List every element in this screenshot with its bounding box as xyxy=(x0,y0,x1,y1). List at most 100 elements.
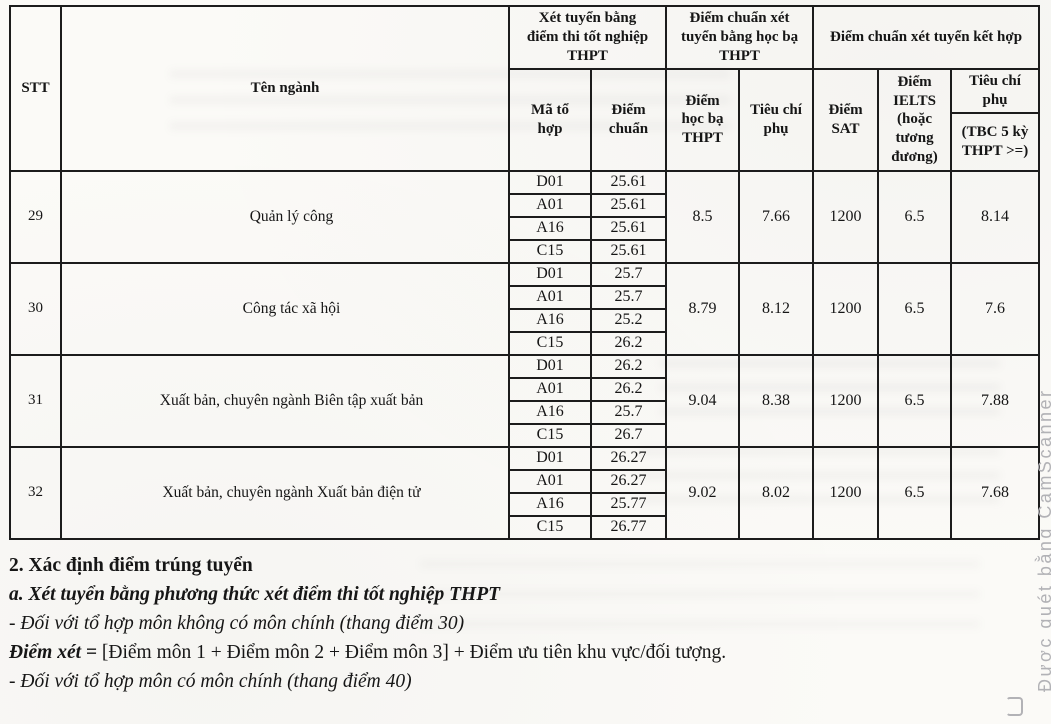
combo-code-cell: C15 xyxy=(508,330,592,356)
combo-code-cell: A16 xyxy=(508,399,592,425)
header-sub-row: Mã tổ hợp Điểm chuẩn Điểm học bạ THPT Ti… xyxy=(10,68,1041,172)
combo-sub-row: A16 25.7 xyxy=(10,399,1039,425)
notes-method-a: a. Xét tuyển bằng phương thức xét điểm t… xyxy=(9,583,501,605)
table-row: 32 Xuất bản, chuyên ngành Xuất bản điện … xyxy=(9,445,1041,540)
notes-section: 2. Xác định điểm trúng tuyển a. Xét tuyể… xyxy=(9,555,1009,692)
tbc-score-cell: 7.6 xyxy=(950,261,1041,356)
sat-score-cell: 1200 xyxy=(812,445,880,540)
stt-cell: 31 xyxy=(9,353,62,448)
major-name-cell: Xuất bản, chuyên ngành Biên tập xuất bản xyxy=(60,353,510,448)
tbc-score-cell: 7.68 xyxy=(950,445,1041,540)
header-ma-to-hop: Mã tổ hợp xyxy=(508,68,592,172)
combo-score-cell: 25.61 xyxy=(589,192,668,218)
hocba-score-cell: 8.5 xyxy=(665,169,741,264)
header-group-thpt: Xét tuyển bằng điểm thi tốt nghiệp THPT xyxy=(507,5,668,70)
combo-code-cell: C15 xyxy=(508,238,592,264)
combo-sub-row: A16 25.61 xyxy=(10,215,1039,241)
tbc-score-cell: 7.88 xyxy=(950,353,1041,448)
combo-sub-row: C15 26.7 xyxy=(10,422,1039,448)
sat-score-cell: 1200 xyxy=(812,169,880,264)
ielts-score-cell: 6.5 xyxy=(877,353,953,448)
tieuchi-score-cell: 8.02 xyxy=(738,445,815,540)
combo-score-cell: 26.77 xyxy=(589,514,668,540)
major-name-cell: Công tác xã hội xyxy=(60,261,510,356)
combo-score-cell: 26.27 xyxy=(589,445,668,471)
combo-code-cell: A16 xyxy=(508,307,592,333)
sat-score-cell: 1200 xyxy=(812,261,880,356)
header-stt: STT xyxy=(9,5,62,172)
combo-score-cell: 25.61 xyxy=(589,238,668,264)
table-row: 30 Công tác xã hội D01 25.7 8.79 8.12 12… xyxy=(9,261,1041,356)
combo-code-cell: D01 xyxy=(508,445,592,471)
formula-body: [Điểm môn 1 + Điểm môn 2 + Điểm môn 3] +… xyxy=(97,641,727,663)
tieuchi-score-cell: 8.12 xyxy=(738,261,815,356)
combo-code-cell: A01 xyxy=(508,284,592,310)
hocba-score-cell: 9.04 xyxy=(665,353,741,448)
notes-formula: Điểm xét = [Điểm môn 1 + Điểm môn 2 + Đi… xyxy=(9,641,1009,663)
notes-bullet-thang40: - Đối với tổ hợp môn có môn chính (thang… xyxy=(9,670,412,692)
combo-code-cell: A01 xyxy=(508,468,592,494)
combo-sub-row: A16 25.77 xyxy=(10,491,1039,517)
table-body: 29 Quản lý công D01 25.61 8.5 7.66 1200 … xyxy=(9,169,1041,540)
combo-score-cell: 25.7 xyxy=(589,261,668,287)
header-group-row: STT Tên ngành Xét tuyển bằng điểm thi tố… xyxy=(9,5,1041,172)
combo-score-cell: 26.7 xyxy=(589,422,668,448)
combo-sub-row: C15 25.61 xyxy=(10,238,1039,264)
header-tieu-chi-phu-kethop: Tiêu chí phụ xyxy=(950,68,1041,114)
camscanner-logo-icon xyxy=(1006,697,1023,716)
combo-score-cell: 25.7 xyxy=(589,399,668,425)
hocba-score-cell: 8.79 xyxy=(665,261,741,356)
combo-sub-row: A01 25.7 xyxy=(10,284,1039,310)
combo-score-cell: 25.61 xyxy=(589,215,668,241)
header-tbc-5ky: (TBC 5 kỳ THPT >=) xyxy=(950,111,1041,172)
combo-code-cell: A16 xyxy=(508,215,592,241)
sat-score-cell: 1200 xyxy=(812,353,880,448)
header-diem-ielts: Điểm IELTS (hoặc tương đương) xyxy=(877,68,953,172)
header-tieu-chi-phu-hocba: Tiêu chí phụ xyxy=(738,68,815,172)
combo-sub-row: A16 25.2 xyxy=(10,307,1039,333)
combo-sub-row: A01 25.61 xyxy=(10,192,1039,218)
ielts-score-cell: 6.5 xyxy=(877,261,953,356)
header-ten-nganh: Tên ngành xyxy=(60,5,510,172)
combo-code-cell: A01 xyxy=(508,376,592,402)
combo-sub-row: A01 26.2 xyxy=(10,376,1039,402)
notes-bullet-thang30: - Đối với tổ hợp môn không có môn chính … xyxy=(9,612,465,634)
stt-cell: 32 xyxy=(9,445,62,540)
header-diem-sat: Điểm SAT xyxy=(812,68,880,172)
major-name-cell: Quản lý công xyxy=(60,169,510,264)
combo-code-cell: D01 xyxy=(508,169,592,195)
combo-sub-row: C15 26.77 xyxy=(10,514,1039,540)
combo-score-cell: 25.61 xyxy=(589,169,668,195)
major-name-cell: Xuất bản, chuyên ngành Xuất bản điện tử xyxy=(60,445,510,540)
header-group-kethop: Điểm chuẩn xét tuyển kết hợp xyxy=(812,5,1041,70)
admission-scores-table: STT Tên ngành Xét tuyển bằng điểm thi tố… xyxy=(9,5,1041,540)
header-diem-hoc-ba: Điểm học bạ THPT xyxy=(665,68,741,172)
combo-code-cell: D01 xyxy=(508,353,592,379)
table-row: 31 Xuất bản, chuyên ngành Biên tập xuất … xyxy=(9,353,1041,448)
stt-cell: 30 xyxy=(9,261,62,356)
header-sub-row-2: (TBC 5 kỳ THPT >=) xyxy=(10,111,1041,172)
table-header: STT Tên ngành Xét tuyển bằng điểm thi tố… xyxy=(9,5,1041,172)
notes-heading: 2. Xác định điểm trúng tuyển xyxy=(9,555,253,576)
combo-score-cell: 25.2 xyxy=(589,307,668,333)
combo-score-cell: 25.77 xyxy=(589,491,668,517)
ielts-score-cell: 6.5 xyxy=(877,169,953,264)
hocba-score-cell: 9.02 xyxy=(665,445,741,540)
combo-sub-row: A01 26.27 xyxy=(10,468,1039,494)
tieuchi-score-cell: 8.38 xyxy=(738,353,815,448)
camscanner-watermark: Được quét bằng CamScanner xyxy=(1035,388,1051,692)
formula-label: Điểm xét = xyxy=(9,641,98,663)
combo-code-cell: D01 xyxy=(508,261,592,287)
combo-sub-row: C15 26.2 xyxy=(10,330,1039,356)
ielts-score-cell: 6.5 xyxy=(877,445,953,540)
tbc-score-cell: 8.14 xyxy=(950,169,1041,264)
combo-code-cell: A16 xyxy=(508,491,592,517)
combo-score-cell: 26.2 xyxy=(589,353,668,379)
combo-code-cell: C15 xyxy=(508,422,592,448)
combo-code-cell: A01 xyxy=(508,192,592,218)
tieuchi-score-cell: 7.66 xyxy=(738,169,815,264)
combo-score-cell: 26.27 xyxy=(589,468,668,494)
combo-score-cell: 26.2 xyxy=(589,376,668,402)
header-group-hocba: Điểm chuẩn xét tuyển bằng học bạ THPT xyxy=(665,5,815,70)
